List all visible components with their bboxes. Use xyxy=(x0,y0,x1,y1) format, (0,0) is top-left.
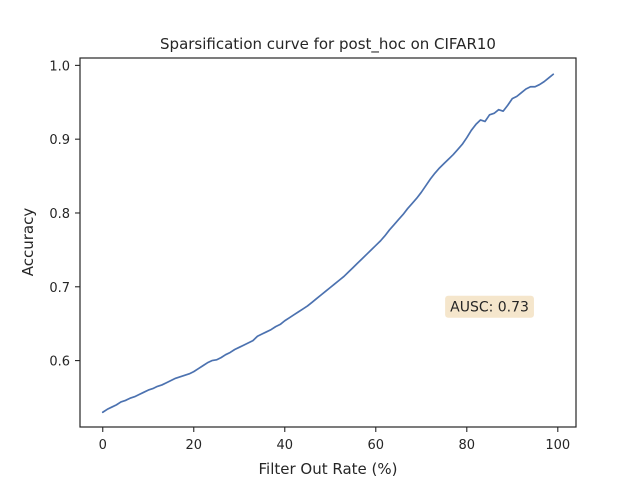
ausc-annotation: AUSC: 0.73 xyxy=(445,295,534,318)
y-tick-label: 1.0 xyxy=(49,59,70,74)
chart-title: Sparsification curve for post_hoc on CIF… xyxy=(160,35,496,54)
y-tick-label: 0.9 xyxy=(49,133,70,148)
ausc-annotation-label: AUSC: 0.73 xyxy=(450,300,529,316)
plot-area-frame xyxy=(79,57,577,428)
ausc-annotation-box xyxy=(445,295,534,318)
accuracy-line xyxy=(101,73,555,414)
x-axis-label: Filter Out Rate (%) xyxy=(259,460,398,478)
x-tick-label: 0 xyxy=(99,438,107,453)
x-tick-label: 40 xyxy=(276,438,293,453)
y-tick-label: 0.8 xyxy=(49,207,70,222)
x-tick-label: 100 xyxy=(545,438,570,453)
y-axis-ticks: 0.6 0.7 0.8 0.9 1.0 xyxy=(49,59,80,370)
x-tick-label: 20 xyxy=(185,438,202,453)
y-tick-label: 0.7 xyxy=(49,281,70,296)
x-axis-ticks: 0 20 40 60 80 100 xyxy=(99,427,570,453)
y-tick-label: 0.6 xyxy=(49,355,70,370)
x-tick-label: 60 xyxy=(368,438,385,453)
y-axis-label: Accuracy xyxy=(19,208,37,277)
x-tick-label: 80 xyxy=(459,438,476,453)
